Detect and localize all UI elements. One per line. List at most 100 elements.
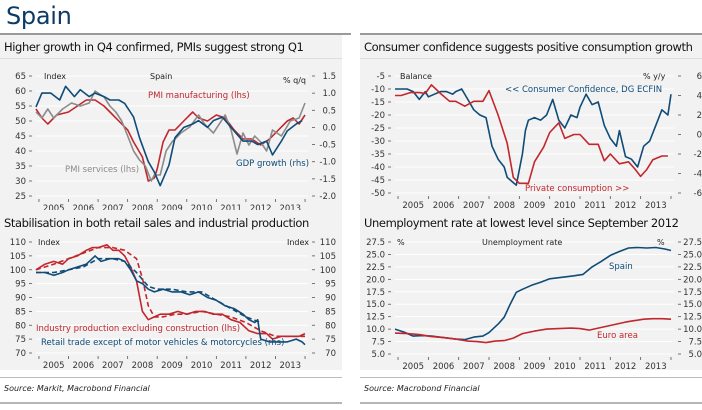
y-tick-label: 70 — [15, 349, 26, 359]
y2-tick-label: -1.5 — [319, 175, 336, 185]
y-tick-label: 17.5 — [366, 288, 385, 298]
x-tick-label: 2012 — [615, 201, 637, 210]
y2-tick-label: 80 — [325, 321, 336, 331]
y2-tick-label: 1.0 — [322, 89, 336, 99]
x-tick-label: 2009 — [524, 201, 546, 210]
x-tick-label: 2013 — [645, 362, 667, 372]
x-tick-label: 2011 — [220, 361, 242, 371]
retail-industry-chart: 110 105 100 95 90 85 80 75 70 110 105 100 95 90 85 80 75… — [10, 238, 336, 371]
x-tick-label: 2005 — [43, 361, 65, 371]
series-annotation: Retail trade except of motor vehicles & … — [41, 338, 284, 348]
y-tick-label: 40 — [15, 147, 26, 157]
chart-subtitle: Spain — [150, 72, 172, 81]
x-tick-label: 2007 — [102, 204, 124, 210]
series-line-pmi-services-lhs — [35, 90, 306, 182]
source-note-right: Source: Macrobond Financial — [364, 384, 480, 393]
series-annotation: Industry production excluding constructi… — [36, 324, 240, 334]
y2-tick-label: 0.5 — [322, 106, 336, 116]
series-line-private-consumption — [395, 83, 668, 185]
y2-tick-label: 17.5 — [683, 288, 702, 298]
series-line-retail-trade-trend — [36, 257, 261, 324]
x-tick-label: 2007 — [102, 361, 124, 371]
consumer-confidence-chart: -5 -10 -15 -20 -25 -30 -35 -40 -45 -50 6 4 2 0 -2 -4 -6 2… — [371, 72, 702, 210]
y2-tick-label: 20.0 — [683, 275, 702, 285]
y2-tick-label: 6 — [697, 72, 702, 82]
y-tick-label: 12.5 — [366, 313, 385, 323]
y2-axis-label: % — [657, 238, 665, 247]
y-tick-label: -15 — [371, 98, 385, 108]
y-tick-label: 110 — [10, 238, 26, 248]
y2-tick-label: 2 — [697, 111, 702, 121]
y2-tick-label: -1.0 — [319, 158, 336, 168]
y2-tick-label: 95 — [325, 280, 336, 290]
y-tick-label: 22.5 — [366, 263, 385, 273]
x-tick-label: 2012 — [250, 204, 272, 210]
series-annotation: GDP growth (rhs) — [236, 159, 309, 169]
y-tick-label: -50 — [371, 189, 385, 199]
x-tick-label: 2007 — [463, 201, 485, 210]
y2-tick-label: 110 — [320, 238, 336, 248]
y-tick-label: 60 — [15, 87, 26, 97]
right-panel-bg — [360, 35, 702, 370]
y2-tick-label: 12.5 — [683, 313, 702, 323]
x-tick-label: 2010 — [554, 362, 576, 372]
x-tick-label: 2007 — [463, 362, 485, 372]
x-tick-label: 2010 — [191, 204, 213, 210]
y-tick-label: 65 — [15, 72, 26, 82]
y2-axis-label: Index — [287, 238, 309, 247]
x-tick-label: 2010 — [554, 201, 576, 210]
y-tick-label: 90 — [15, 294, 26, 304]
y2-tick-label: -6 — [694, 189, 702, 199]
x-tick-label: 2006 — [72, 361, 94, 371]
y-tick-label: 45 — [15, 132, 26, 142]
y2-tick-label: 27.5 — [683, 238, 702, 248]
y-tick-label: -25 — [371, 124, 385, 134]
series-annotation: Spain — [609, 262, 633, 272]
bottom-rule — [360, 402, 702, 404]
series-annotation: Euro area — [597, 331, 638, 341]
series-annotation: << Consumer Confidence, DG ECFIN — [505, 85, 662, 95]
y-tick-label: 20.0 — [366, 275, 385, 285]
y2-tick-label: -2 — [694, 150, 702, 160]
y2-tick-label: 22.5 — [683, 263, 702, 273]
y2-tick-label: -0.5 — [319, 141, 336, 151]
y2-tick-label: 70 — [325, 349, 336, 359]
y-tick-label: 100 — [10, 266, 26, 276]
y2-tick-label: 0.0 — [322, 123, 336, 133]
x-tick-label: 2011 — [584, 201, 606, 210]
chart-subtitle: Unemployment rate — [482, 238, 562, 247]
series-line-euro-area — [394, 317, 672, 344]
y-tick-label: 5.0 — [371, 350, 385, 360]
y-tick-label: 35 — [15, 162, 26, 172]
series-annotation: PMI manufacturing (lhs) — [148, 91, 250, 101]
y2-tick-label: 4 — [697, 92, 702, 102]
y2-tick-label: 25.0 — [683, 250, 702, 260]
x-tick-label: 2008 — [493, 362, 515, 372]
y-tick-label: -40 — [371, 163, 385, 173]
pmi-chart-title: Higher growth in Q4 confirmed, PMIs sugg… — [4, 40, 304, 54]
x-tick-label: 2005 — [402, 201, 424, 210]
y-tick-label: 25 — [15, 192, 26, 202]
x-tick-label: 2008 — [493, 201, 515, 210]
y-tick-label: 50 — [15, 117, 26, 127]
x-tick-label: 2012 — [615, 362, 637, 372]
series-line-industry-production-trend — [35, 246, 305, 338]
x-tick-label: 2005 — [43, 204, 65, 210]
y-tick-label: -20 — [371, 111, 385, 121]
y-tick-label: 55 — [15, 102, 26, 112]
unemp-chart-title: Unemployment rate at lowest level since … — [364, 216, 679, 230]
y-tick-label: 25.0 — [366, 250, 385, 260]
y2-tick-label: 15.0 — [683, 300, 702, 310]
x-tick-label: 2013 — [279, 204, 301, 210]
y2-tick-label: 7.5 — [688, 338, 702, 348]
x-tick-label: 2013 — [645, 201, 667, 210]
y-tick-label: 95 — [15, 280, 26, 290]
panel-divider — [360, 33, 702, 35]
y2-tick-label: 1.5 — [322, 72, 336, 82]
x-tick-label: 2006 — [433, 362, 455, 372]
y-tick-label: 15.0 — [366, 300, 385, 310]
y-tick-label: -10 — [371, 85, 385, 95]
y2-tick-label: 100 — [320, 266, 336, 276]
y2-tick-label: -4 — [694, 170, 702, 180]
y2-tick-label: 5.0 — [688, 350, 702, 360]
